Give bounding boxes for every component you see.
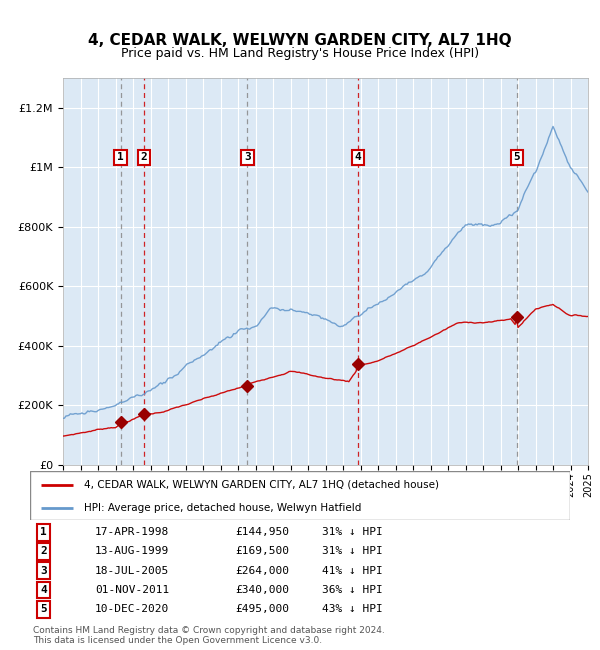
Text: HPI: Average price, detached house, Welwyn Hatfield: HPI: Average price, detached house, Welw…: [84, 503, 361, 513]
Text: 13-AUG-1999: 13-AUG-1999: [95, 547, 169, 556]
Text: Price paid vs. HM Land Registry's House Price Index (HPI): Price paid vs. HM Land Registry's House …: [121, 47, 479, 60]
Text: Contains HM Land Registry data © Crown copyright and database right 2024.
This d: Contains HM Land Registry data © Crown c…: [33, 626, 385, 645]
Text: 31% ↓ HPI: 31% ↓ HPI: [322, 547, 382, 556]
Text: 36% ↓ HPI: 36% ↓ HPI: [322, 585, 382, 595]
Text: 18-JUL-2005: 18-JUL-2005: [95, 566, 169, 576]
Text: 4: 4: [40, 585, 47, 595]
Text: 31% ↓ HPI: 31% ↓ HPI: [322, 527, 382, 537]
Text: 3: 3: [244, 152, 251, 162]
Text: £340,000: £340,000: [235, 585, 289, 595]
Text: 3: 3: [40, 566, 47, 576]
Text: 2: 2: [140, 152, 147, 162]
Text: 4: 4: [355, 152, 361, 162]
Text: 1: 1: [40, 527, 47, 537]
Text: £495,000: £495,000: [235, 604, 289, 614]
Text: 4, CEDAR WALK, WELWYN GARDEN CITY, AL7 1HQ: 4, CEDAR WALK, WELWYN GARDEN CITY, AL7 1…: [88, 32, 512, 48]
Text: £264,000: £264,000: [235, 566, 289, 576]
Text: 2: 2: [40, 547, 47, 556]
Text: £144,950: £144,950: [235, 527, 289, 537]
Text: 41% ↓ HPI: 41% ↓ HPI: [322, 566, 382, 576]
Text: 5: 5: [514, 152, 520, 162]
Text: 4, CEDAR WALK, WELWYN GARDEN CITY, AL7 1HQ (detached house): 4, CEDAR WALK, WELWYN GARDEN CITY, AL7 1…: [84, 480, 439, 490]
Text: 01-NOV-2011: 01-NOV-2011: [95, 585, 169, 595]
Text: £169,500: £169,500: [235, 547, 289, 556]
Text: 5: 5: [40, 604, 47, 614]
Text: 10-DEC-2020: 10-DEC-2020: [95, 604, 169, 614]
Text: 17-APR-1998: 17-APR-1998: [95, 527, 169, 537]
Text: 1: 1: [117, 152, 124, 162]
Text: 43% ↓ HPI: 43% ↓ HPI: [322, 604, 382, 614]
